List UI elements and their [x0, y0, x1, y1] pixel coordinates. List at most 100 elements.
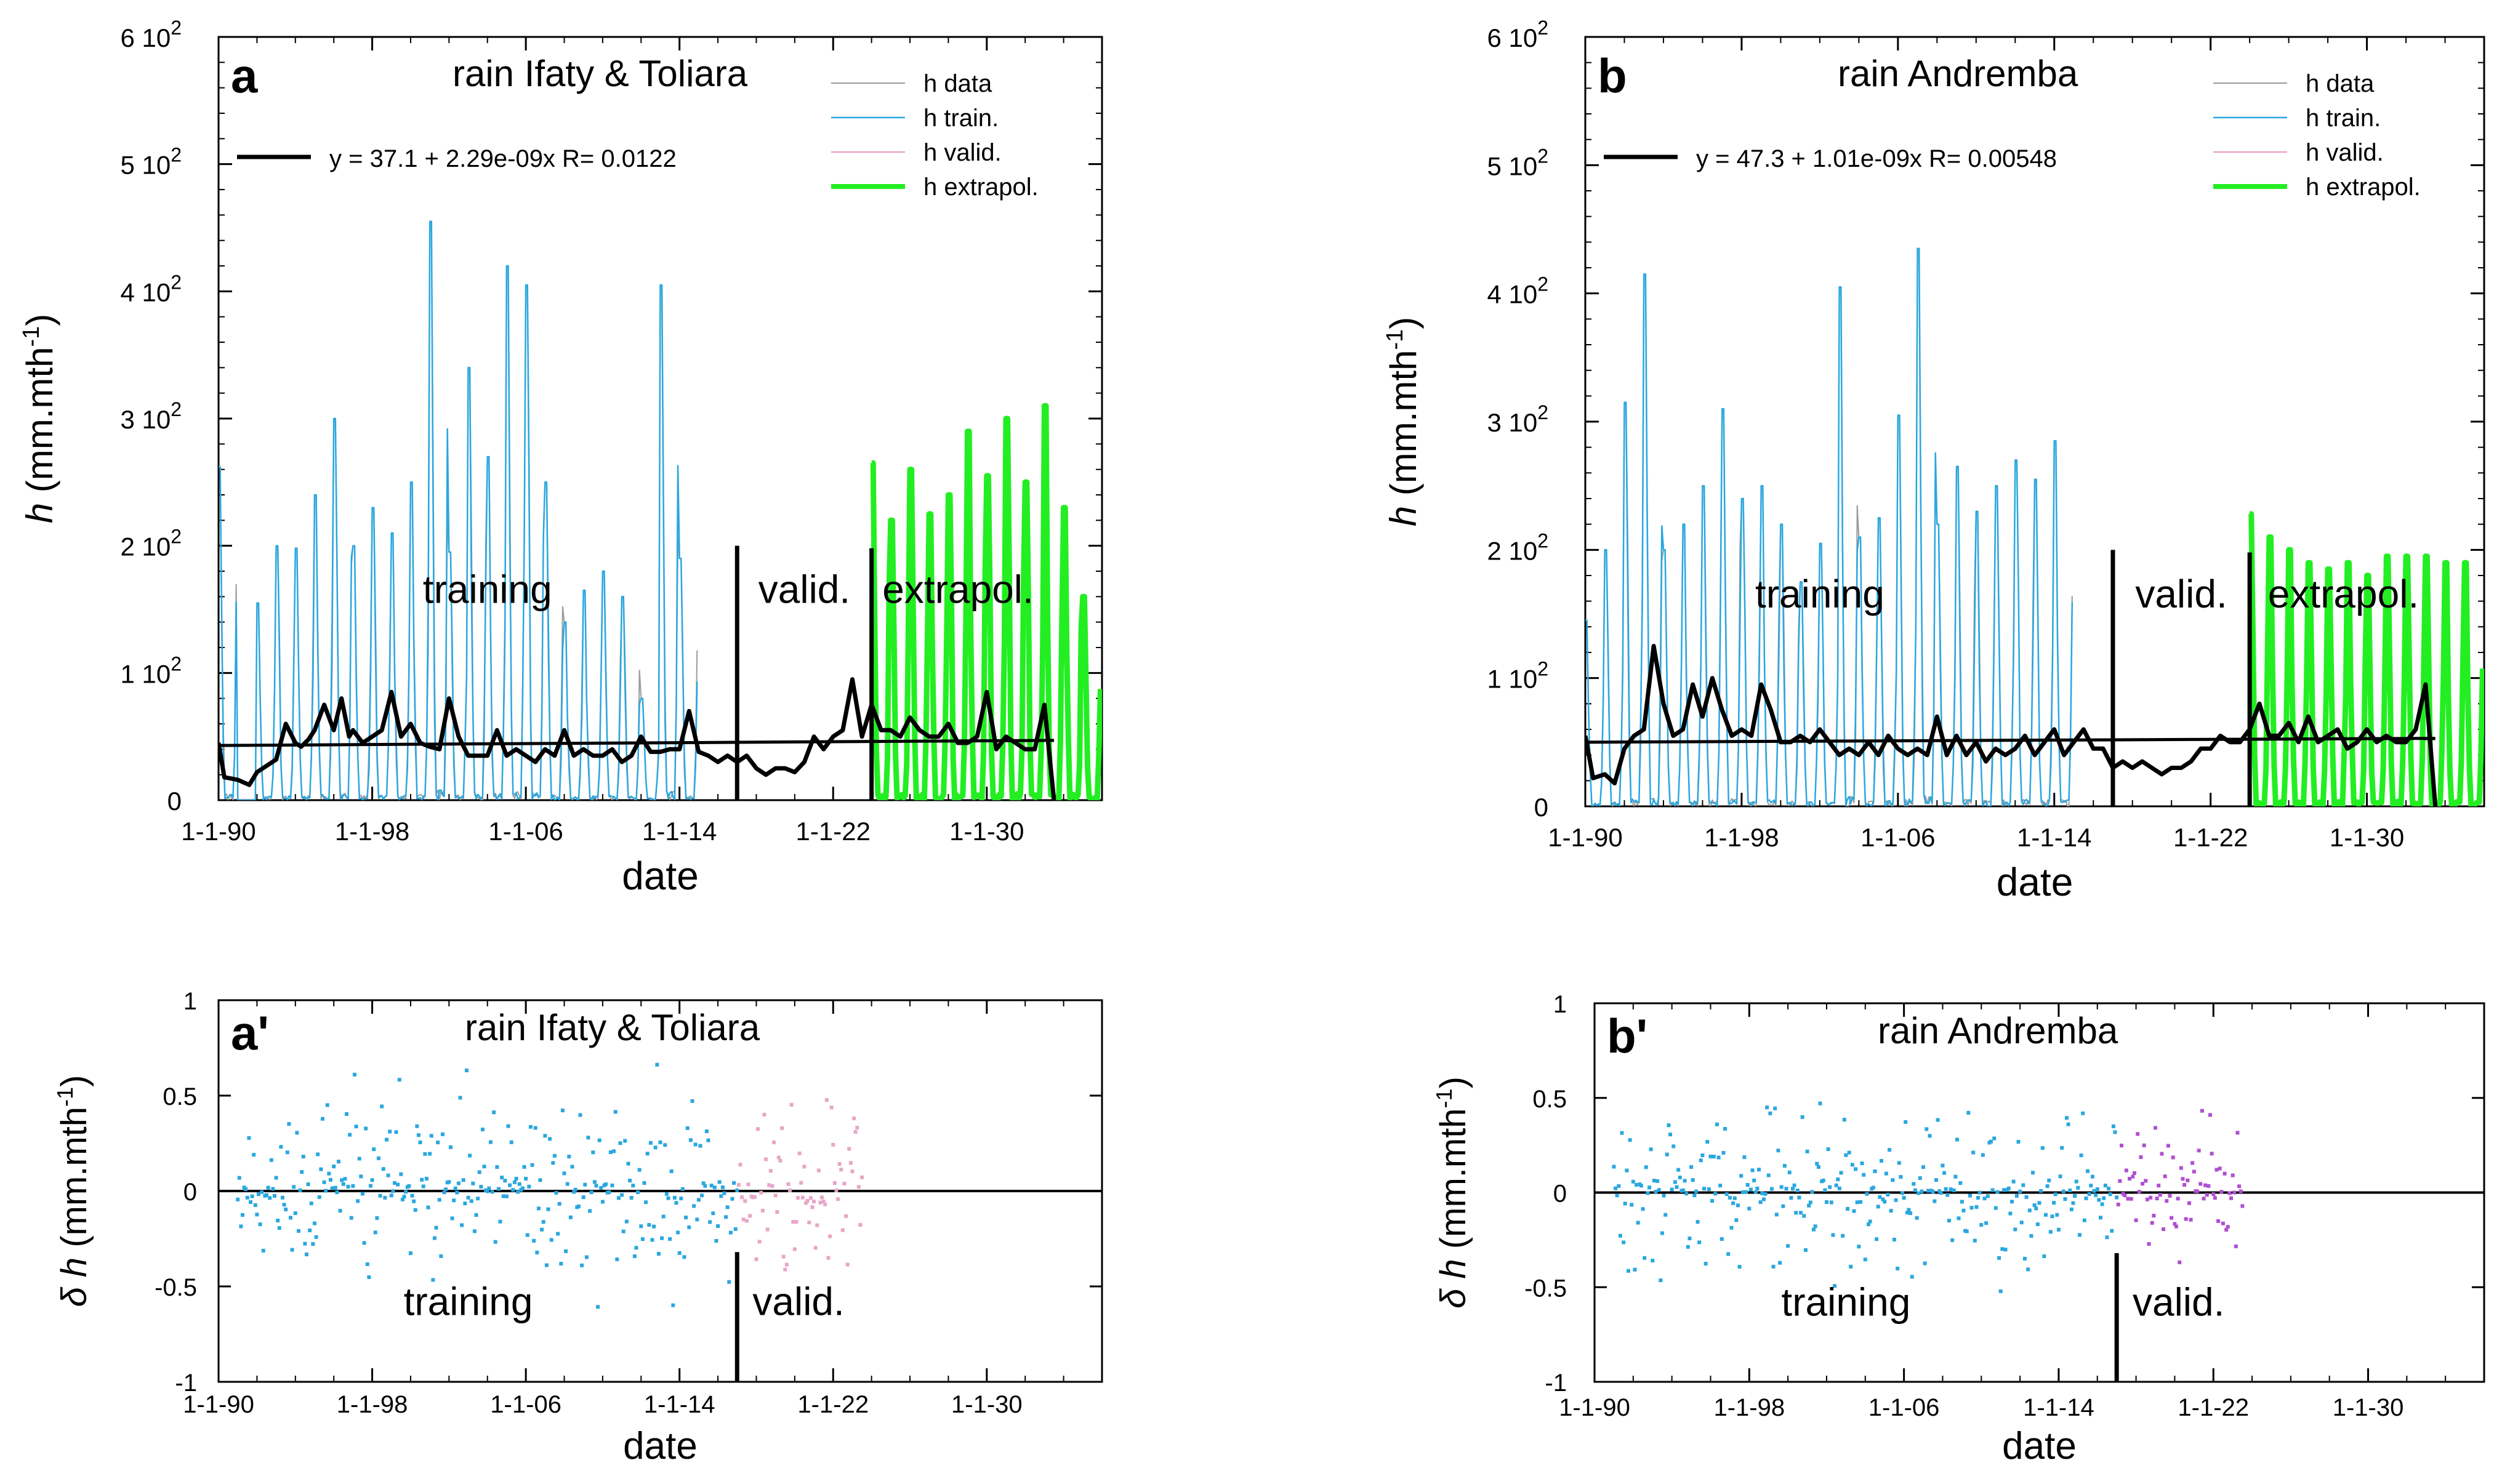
- x-axis-label: date: [1997, 860, 2074, 904]
- residual-train-dot: [2050, 1214, 2054, 1219]
- residual-train-dot: [280, 1195, 284, 1200]
- residual-train-dot: [2011, 1179, 2016, 1184]
- residual-train-dot: [677, 1251, 682, 1255]
- residual-train-dot: [432, 1236, 436, 1240]
- residual-train-dot: [629, 1195, 634, 1200]
- residual-train-dot: [1878, 1195, 1882, 1199]
- residual-train-dot: [1993, 1206, 1998, 1210]
- residual-train-dot: [498, 1219, 502, 1224]
- chart-title: rain Ifaty & Toliara: [453, 53, 748, 94]
- residual-valid-dot: [2202, 1197, 2206, 1201]
- residual-train-dot: [1636, 1221, 1640, 1225]
- residual-train-dot: [264, 1193, 268, 1197]
- residual-train-dot: [623, 1139, 627, 1143]
- residual-valid-dot: [754, 1257, 758, 1261]
- residual-train-dot: [1676, 1168, 1681, 1172]
- residual-valid-dot: [2219, 1190, 2224, 1194]
- residual-train-dot: [1765, 1105, 1769, 1110]
- y-tick-label: 3 102: [120, 398, 182, 434]
- y-tick-label: 4 102: [1487, 273, 1548, 309]
- residual-train-dot: [572, 1190, 576, 1194]
- residual-valid-dot: [760, 1208, 765, 1213]
- residual-train-dot: [400, 1197, 404, 1201]
- residual-train-dot: [365, 1262, 369, 1266]
- residual-train-dot: [376, 1156, 380, 1160]
- residual-valid-dot: [2192, 1169, 2196, 1174]
- residual-train-dot: [1681, 1188, 1685, 1192]
- residual-train-dot: [268, 1196, 272, 1200]
- residual-train-dot: [557, 1201, 561, 1206]
- residual-train-dot: [1892, 1237, 1896, 1241]
- residual-train-dot: [604, 1182, 608, 1186]
- chart-title: rain Ifaty & Toliara: [465, 1007, 760, 1048]
- residual-train-dot: [612, 1149, 616, 1153]
- y-tick-label: 2 102: [120, 526, 182, 561]
- residual-train-dot: [1689, 1165, 1694, 1169]
- residual-train-dot: [1745, 1182, 1750, 1187]
- residual-train-dot: [1858, 1200, 1862, 1204]
- residual-train-dot: [1873, 1169, 1877, 1173]
- residual-train-dot: [1673, 1180, 1677, 1184]
- residual-train-dot: [1904, 1120, 1908, 1124]
- residual-train-dot: [306, 1182, 310, 1187]
- residual-train-dot: [700, 1193, 704, 1198]
- residual-train-dot: [2048, 1230, 2053, 1234]
- residual-valid-dot: [767, 1183, 771, 1187]
- residual-train-dot: [271, 1187, 275, 1191]
- residual-train-dot: [1969, 1206, 1974, 1210]
- region-label-valid: valid.: [752, 1280, 844, 1324]
- residual-train-dot: [476, 1197, 480, 1201]
- residual-train-dot: [444, 1187, 448, 1192]
- residual-train-dot: [359, 1174, 363, 1179]
- y-tick-label: 6 102: [1487, 17, 1548, 52]
- residual-valid-dot: [2208, 1113, 2212, 1117]
- legend-label: h valid.: [923, 139, 1002, 166]
- residual-train-dot: [2052, 1201, 2056, 1205]
- residual-train-dot: [362, 1241, 366, 1245]
- residual-train-dot: [524, 1176, 528, 1181]
- residual-train-dot: [533, 1126, 537, 1130]
- residual-valid-dot: [2184, 1217, 2188, 1221]
- residual-train-dot: [1855, 1200, 1859, 1205]
- residual-train-dot: [490, 1190, 494, 1194]
- residual-train-dot: [287, 1122, 291, 1126]
- residual-train-dot: [1766, 1173, 1771, 1177]
- x-axis-label: date: [622, 854, 699, 898]
- y-axis-label: δ h (mm.mth-1): [1431, 1077, 1473, 1309]
- residual-train-dot: [1708, 1154, 1713, 1158]
- residual-valid-dot: [802, 1165, 806, 1169]
- residual-train-dot: [2061, 1189, 2066, 1193]
- residual-train-dot: [1776, 1149, 1780, 1153]
- residual-train-dot: [1857, 1245, 1861, 1249]
- residual-valid-dot: [2240, 1204, 2245, 1208]
- residual-train-dot: [1657, 1188, 1661, 1192]
- residual-train-dot: [1753, 1190, 1758, 1194]
- residual-train-dot: [1981, 1153, 1985, 1157]
- residual-train-dot: [1865, 1192, 1869, 1196]
- y-tick-label: 1 102: [120, 652, 182, 688]
- residual-train-dot: [301, 1155, 305, 1159]
- residual-train-dot: [429, 1134, 433, 1138]
- residual-train-dot: [282, 1203, 286, 1207]
- residual-train-dot: [1643, 1256, 1647, 1260]
- residual-train-dot: [412, 1199, 416, 1203]
- regression-line: [1585, 737, 2436, 744]
- residual-valid-dot: [796, 1195, 800, 1200]
- residual-valid-dot: [2157, 1184, 2161, 1188]
- residual-valid-dot: [2155, 1197, 2159, 1201]
- residual-valid-dot: [2124, 1168, 2128, 1173]
- residual-train-dot: [357, 1157, 361, 1161]
- residual-train-dot: [674, 1201, 678, 1205]
- residual-train-dot: [687, 1225, 691, 1229]
- residual-train-dot: [388, 1129, 392, 1134]
- residual-valid-dot: [2205, 1193, 2209, 1197]
- residual-train-dot: [386, 1173, 390, 1177]
- residual-valid-dot: [772, 1141, 776, 1145]
- residual-valid-dot: [813, 1246, 818, 1250]
- residual-train-dot: [1784, 1187, 1788, 1191]
- residual-train-dot: [1790, 1187, 1795, 1191]
- residual-train-dot: [1939, 1191, 1943, 1195]
- residual-train-dot: [1757, 1168, 1761, 1172]
- residual-train-dot: [1724, 1192, 1729, 1197]
- residual-train-dot: [618, 1141, 622, 1145]
